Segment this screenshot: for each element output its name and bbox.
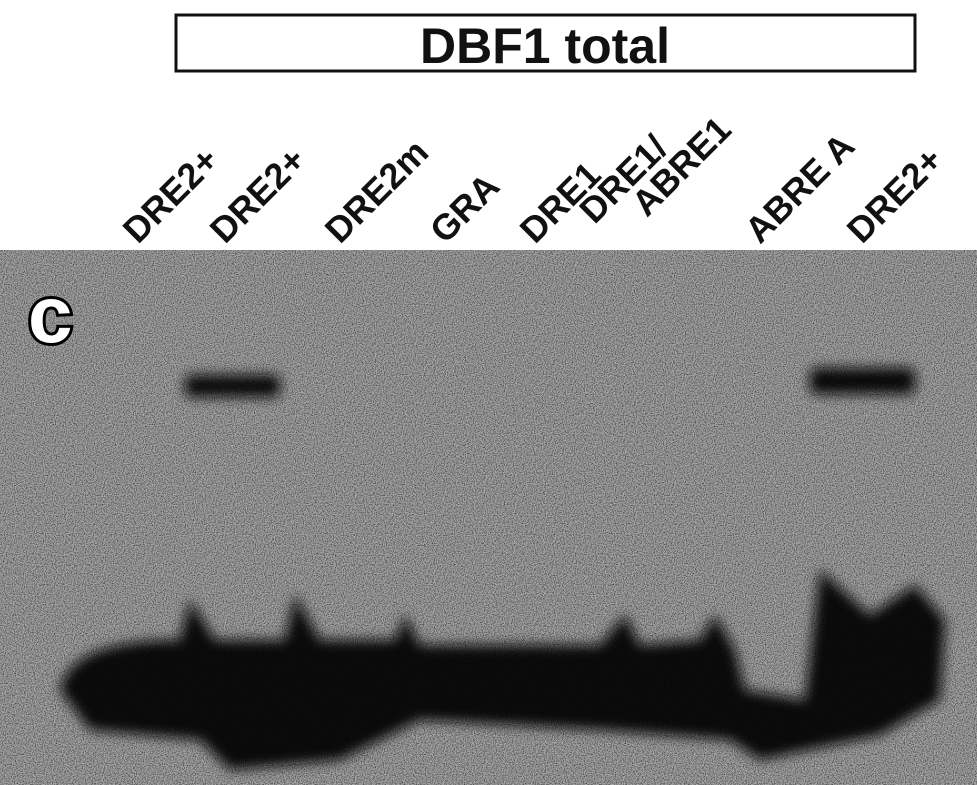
lane-label-line: GRA bbox=[422, 165, 508, 251]
gel bbox=[0, 250, 977, 785]
lane-label: ABRE A bbox=[737, 125, 863, 251]
panel-label: c bbox=[28, 270, 73, 359]
title: DBF1 total bbox=[420, 18, 670, 74]
lane-label-line: ABRE A bbox=[737, 125, 863, 251]
lane-label-line: DRE2+ bbox=[202, 139, 314, 251]
lane-label: DRE2+ bbox=[115, 139, 227, 251]
lane-label: GRA bbox=[422, 165, 508, 251]
lane-label-line: DRE2m bbox=[317, 131, 437, 251]
figure: DBF1 total DRE2+DRE2+DRE2mGRADRE1DRE1/AB… bbox=[0, 0, 977, 785]
lane-label: DRE2+ bbox=[202, 139, 314, 251]
lane-label: DRE1/ABRE1 bbox=[571, 86, 739, 254]
lane-label: DRE2m bbox=[317, 131, 437, 251]
page: {"title": "DBF1 total", "panel_label": "… bbox=[0, 0, 977, 785]
lane-label-line: DRE2+ bbox=[115, 139, 227, 251]
